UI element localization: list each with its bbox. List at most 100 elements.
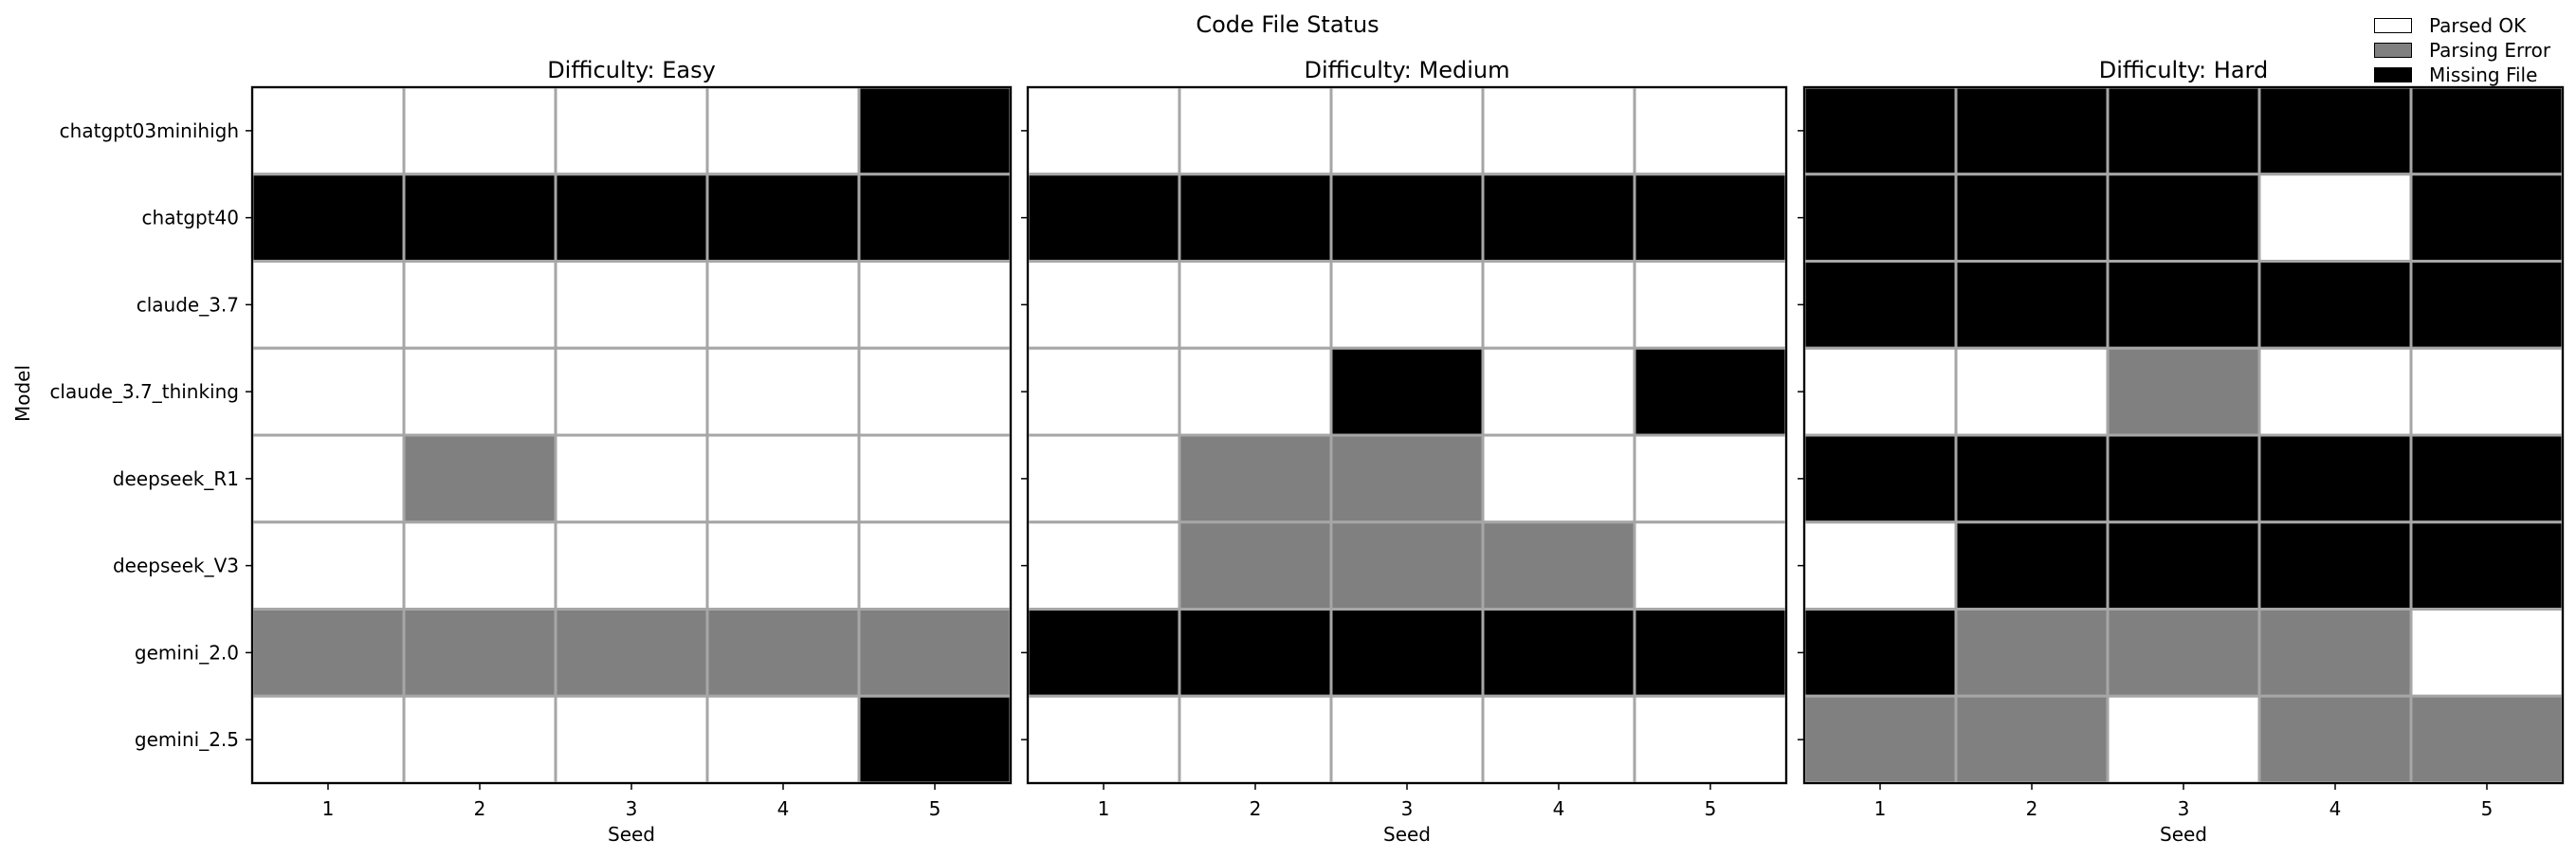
- x-tick-label: 4: [777, 797, 790, 820]
- heatmap-cell: [554, 608, 709, 698]
- heatmap-cell: [857, 694, 1013, 785]
- legend-label-parsed-ok: Parsed OK: [2429, 14, 2527, 37]
- heatmap-cell: [554, 346, 709, 437]
- heatmap-cell: [1481, 608, 1636, 698]
- x-tick-label: 5: [1705, 797, 1717, 820]
- heatmap-cell: [1633, 694, 1788, 785]
- heatmap-cell: [1329, 173, 1485, 263]
- heatmap-cell: [1026, 173, 1181, 263]
- heatmap-cell: [554, 694, 709, 785]
- heatmap-cell: [1633, 520, 1788, 611]
- heatmap-cell: [1802, 694, 1958, 785]
- heatmap-cell: [857, 260, 1013, 350]
- heatmap-cell: [2409, 433, 2565, 524]
- heatmap-cell: [554, 520, 709, 611]
- heatmap-cell: [1481, 433, 1636, 524]
- x-tick-label: 3: [626, 797, 638, 820]
- panel-3: Difficulty: Hard 1 2 3 4 5 Seed: [1798, 57, 2565, 846]
- legend-swatch-parsing-error: [2374, 43, 2412, 58]
- x-tick-label: 4: [2329, 797, 2342, 820]
- heatmap-cell: [1802, 85, 1958, 176]
- heatmap-cell: [1178, 346, 1333, 437]
- heatmap-cell: [250, 433, 406, 524]
- heatmap-cell: [1954, 694, 2110, 785]
- heatmap-cell: [2257, 85, 2413, 176]
- heatmap-cell: [1633, 433, 1788, 524]
- x-tick-label: 3: [1401, 797, 1414, 820]
- heatmap-cell: [2257, 433, 2413, 524]
- heatmap-cell: [1802, 433, 1958, 524]
- x-tick-label: 2: [1250, 797, 1262, 820]
- heatmap-cell: [705, 85, 861, 176]
- legend-item-parsing-error: Parsing Error: [2374, 38, 2550, 63]
- y-tick-label: chatgpt03minihigh: [60, 119, 239, 142]
- heatmap-cell: [1329, 608, 1485, 698]
- heatmap-cell: [2409, 173, 2565, 263]
- heatmap-cell: [1329, 433, 1485, 524]
- legend-label-missing-file: Missing File: [2429, 64, 2538, 86]
- heatmap-cell: [402, 85, 557, 176]
- heatmap-cell: [1178, 694, 1333, 785]
- heatmap-cell: [1633, 346, 1788, 437]
- heatmap-cell: [1329, 520, 1485, 611]
- heatmap-cell: [1481, 173, 1636, 263]
- legend-swatch-missing-file: [2374, 67, 2412, 82]
- heatmap-cell: [1633, 260, 1788, 350]
- x-tick-label: 5: [2481, 797, 2494, 820]
- x-tick-label: 5: [929, 797, 941, 820]
- legend-label-parsing-error: Parsing Error: [2429, 39, 2551, 62]
- heatmap-cell: [402, 260, 557, 350]
- chart-title: Code File Status: [1196, 11, 1379, 38]
- heatmap-cell: [705, 608, 861, 698]
- heatmap-cell: [1481, 346, 1636, 437]
- x-axis-label: Seed: [608, 823, 655, 846]
- heatmap-cell: [1954, 260, 2110, 350]
- heatmap-cell: [402, 520, 557, 611]
- heatmap-cell: [250, 608, 406, 698]
- heatmap-cell: [857, 433, 1013, 524]
- heatmap-cell: [250, 260, 406, 350]
- panel-1: Difficulty: Easy 1 2 3 4 5 Seed chatgpt03minihi…: [49, 57, 1013, 846]
- heatmap-cell: [1802, 173, 1958, 263]
- heatmap-cell: [2106, 85, 2261, 176]
- y-tick-label: deepseek_V3: [113, 555, 239, 577]
- heatmap-cell: [1802, 520, 1958, 611]
- panel-title: Difficulty: Medium: [1305, 57, 1510, 83]
- heatmap-cell: [1329, 694, 1485, 785]
- y-tick-label: gemini_2.0: [135, 641, 239, 664]
- heatmap-cell: [1954, 520, 2110, 611]
- heatmap-cell: [1178, 260, 1333, 350]
- y-tick-label: claude_3.7: [137, 293, 239, 316]
- heatmap-cell: [250, 173, 406, 263]
- heatmap-cell: [1026, 608, 1181, 698]
- heatmap-cell: [250, 694, 406, 785]
- heatmap-cell: [705, 433, 861, 524]
- heatmap-cell: [2409, 520, 2565, 611]
- x-tick-label: 4: [1553, 797, 1565, 820]
- heatmap-cell: [2106, 608, 2261, 698]
- heatmap-cell: [1954, 173, 2110, 263]
- heatmap-cell: [1026, 433, 1181, 524]
- heatmap-cell: [1329, 346, 1485, 437]
- heatmap-cell: [705, 173, 861, 263]
- heatmap-cell: [1802, 346, 1958, 437]
- heatmap-cell: [857, 520, 1013, 611]
- x-tick-label: 1: [1874, 797, 1887, 820]
- heatmap-cell: [1481, 260, 1636, 350]
- x-tick-label: 2: [474, 797, 486, 820]
- heatmap-cell: [857, 173, 1013, 263]
- heatmap-cell: [2257, 608, 2413, 698]
- heatmap-cell: [2257, 173, 2413, 263]
- heatmap-cell: [1802, 260, 1958, 350]
- y-tick-label: gemini_2.5: [135, 728, 239, 751]
- heatmap-cell: [1026, 694, 1181, 785]
- heatmap-cell: [705, 260, 861, 350]
- x-axis-label: Seed: [2160, 823, 2207, 846]
- heatmap-cell: [402, 694, 557, 785]
- heatmap-cell: [1329, 260, 1485, 350]
- y-tick-label: deepseek_R1: [113, 467, 239, 490]
- heatmap-cell: [857, 346, 1013, 437]
- y-tick-label: claude_3.7_thinking: [49, 380, 239, 403]
- heatmap-cell: [1026, 520, 1181, 611]
- legend-item-parsed-ok: Parsed OK: [2374, 13, 2550, 38]
